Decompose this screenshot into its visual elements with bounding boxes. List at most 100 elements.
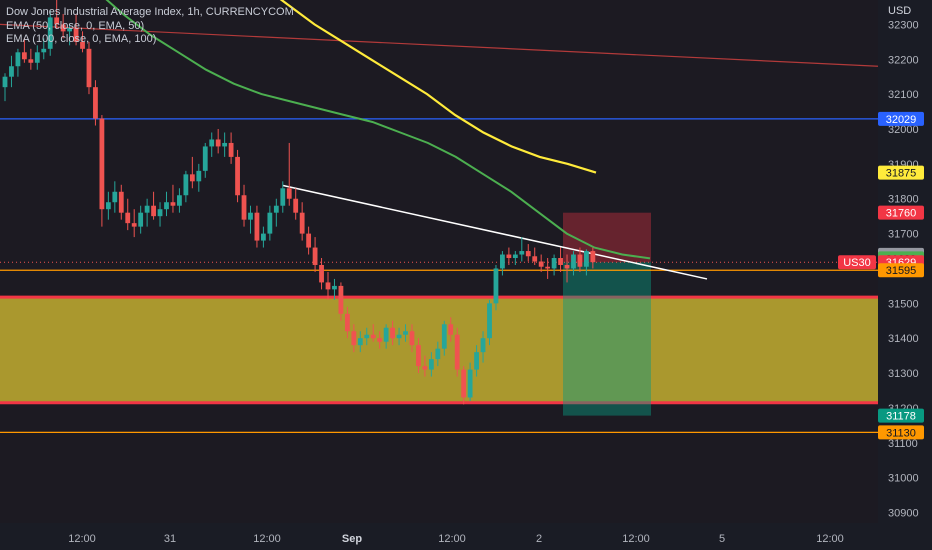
y-tick-label: 31400 bbox=[888, 333, 919, 345]
legend-ema50[interactable]: EMA (50, close, 0, EMA, 50) bbox=[6, 19, 145, 32]
candle bbox=[34, 45, 40, 70]
candle bbox=[500, 251, 505, 276]
price-tag-bg bbox=[878, 165, 924, 180]
candle-body bbox=[2, 76, 8, 88]
candle bbox=[28, 48, 34, 70]
candle-body bbox=[9, 66, 14, 77]
candle bbox=[267, 205, 273, 241]
candle-body bbox=[545, 266, 551, 269]
candle bbox=[551, 254, 557, 276]
candle bbox=[332, 278, 337, 300]
candle bbox=[441, 320, 447, 356]
x-tick-label: 2 bbox=[536, 533, 542, 545]
y-tick-label: 32000 bbox=[888, 124, 919, 136]
candle-body bbox=[377, 338, 383, 342]
candle-body bbox=[183, 174, 189, 196]
candle bbox=[512, 251, 518, 265]
plot-area[interactable] bbox=[0, 0, 878, 523]
candle-body bbox=[344, 313, 350, 332]
candle-body bbox=[215, 139, 221, 147]
candle bbox=[377, 331, 383, 349]
candle bbox=[293, 188, 299, 220]
candle bbox=[487, 299, 492, 346]
price-tag-label: 31595 bbox=[886, 265, 917, 277]
candle-body bbox=[590, 251, 596, 263]
candle-body bbox=[571, 254, 576, 269]
candle-body bbox=[435, 348, 441, 360]
candle-body bbox=[189, 174, 195, 182]
symbol-tag-label: US30 bbox=[843, 257, 871, 269]
price-tag-bg bbox=[878, 408, 924, 423]
candle-body bbox=[480, 338, 486, 353]
y-tick-label: 32200 bbox=[888, 54, 919, 66]
candle bbox=[390, 320, 395, 346]
candle-body bbox=[519, 251, 525, 255]
currency-label[interactable]: USD bbox=[888, 5, 912, 17]
candle-body bbox=[422, 366, 428, 370]
candle-body bbox=[196, 170, 202, 182]
candle-body bbox=[241, 195, 247, 220]
candle-body bbox=[202, 146, 208, 171]
candle-body bbox=[364, 334, 370, 339]
candle-body bbox=[99, 118, 105, 210]
y-tick-label: 32100 bbox=[888, 89, 919, 101]
candle-body bbox=[112, 191, 118, 203]
candle-body bbox=[325, 282, 331, 290]
candle-body bbox=[441, 324, 447, 349]
candle bbox=[41, 38, 47, 60]
candle-body bbox=[564, 264, 570, 269]
candle-body bbox=[157, 209, 163, 217]
x-tick-label: 12:00 bbox=[438, 533, 466, 545]
candle bbox=[312, 237, 318, 272]
candle bbox=[325, 271, 331, 300]
y-tick-label: 31100 bbox=[888, 438, 918, 450]
candle bbox=[351, 324, 357, 353]
candle bbox=[422, 355, 428, 377]
candle bbox=[416, 338, 421, 374]
candle bbox=[338, 282, 344, 321]
candle bbox=[254, 205, 260, 248]
candle-body bbox=[506, 254, 512, 259]
chart-legend: Dow Jones Industrial Average Index, 1h, … bbox=[6, 6, 294, 47]
ema100-line bbox=[279, 0, 597, 174]
candle-body bbox=[170, 202, 176, 206]
candle bbox=[183, 170, 189, 203]
candle-body bbox=[254, 212, 260, 241]
candle-body bbox=[525, 251, 531, 257]
candle bbox=[577, 247, 583, 272]
candle-body bbox=[500, 254, 505, 269]
candle bbox=[202, 142, 208, 178]
candle bbox=[21, 38, 27, 63]
candle bbox=[241, 184, 247, 227]
price-tag-bg bbox=[878, 111, 924, 126]
candle-body bbox=[67, 27, 72, 32]
candle bbox=[151, 191, 156, 220]
candle-body bbox=[577, 254, 583, 267]
candle-body bbox=[80, 41, 85, 49]
y-tick-label: 31800 bbox=[888, 194, 919, 206]
candle-body bbox=[151, 205, 156, 217]
legend-title[interactable]: Dow Jones Industrial Average Index, 1h, … bbox=[6, 6, 294, 18]
price-tag-label: 31178 bbox=[886, 411, 916, 423]
candle bbox=[467, 362, 473, 401]
candle-body bbox=[60, 24, 66, 32]
candle-body bbox=[248, 212, 253, 220]
candle-body bbox=[47, 17, 53, 49]
candle bbox=[157, 202, 163, 227]
candle-body bbox=[428, 359, 434, 370]
y-tick-label: 31000 bbox=[888, 473, 919, 485]
legend-ema100[interactable]: EMA (100, close, 0, EMA, 100) bbox=[6, 33, 157, 45]
candle-body bbox=[118, 191, 124, 213]
candle bbox=[480, 331, 486, 363]
axis-layer: 3090031000311003120031300314003150031600… bbox=[68, 19, 918, 545]
candle-body bbox=[551, 258, 557, 269]
candle bbox=[364, 327, 370, 346]
price-tag-label: 32029 bbox=[886, 114, 917, 126]
price-tag: 31760 bbox=[878, 205, 924, 220]
y-tick-label: 32300 bbox=[888, 19, 919, 31]
candle-body bbox=[15, 52, 21, 67]
candle-body bbox=[461, 369, 467, 398]
candle bbox=[590, 247, 596, 269]
candle-body bbox=[164, 202, 169, 210]
